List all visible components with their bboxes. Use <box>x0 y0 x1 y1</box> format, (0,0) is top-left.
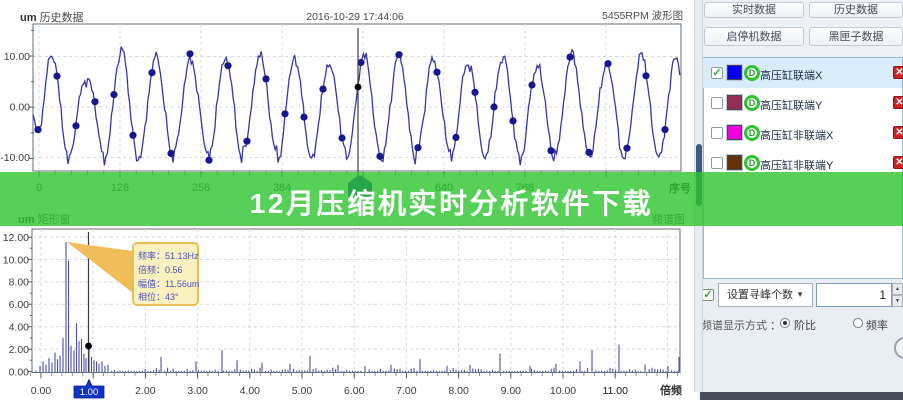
svg-text:相位：43°: 相位：43° <box>138 291 179 302</box>
svg-text:频率：51.13Hz: 频率：51.13Hz <box>138 250 199 261</box>
svg-text:0.00: 0.00 <box>9 366 30 378</box>
svg-text:6.00: 6.00 <box>9 299 30 311</box>
svg-text:0.00: 0.00 <box>10 102 31 114</box>
svg-text:2016-10-29 17:44:06: 2016-10-29 17:44:06 <box>306 11 404 23</box>
svg-text:um 历史数据: um 历史数据 <box>20 10 84 24</box>
svg-text:4.00: 4.00 <box>9 322 30 334</box>
svg-text:1.00: 1.00 <box>80 387 99 398</box>
svg-text:0.00: 0.00 <box>31 385 52 397</box>
svg-text:5455RPM 波形图: 5455RPM 波形图 <box>602 9 683 22</box>
svg-text:6.00: 6.00 <box>344 385 365 397</box>
svg-text:-10.00: -10.00 <box>0 152 30 164</box>
svg-text:11.00: 11.00 <box>602 385 628 397</box>
svg-text:2.00: 2.00 <box>135 385 156 397</box>
svg-text:8.00: 8.00 <box>9 277 30 289</box>
svg-text:4.00: 4.00 <box>240 385 261 397</box>
svg-text:10.00: 10.00 <box>550 385 576 397</box>
svg-text:2.00: 2.00 <box>9 344 30 356</box>
svg-text:9.00: 9.00 <box>501 385 522 397</box>
svg-text:倍频：0.56: 倍频：0.56 <box>138 264 183 275</box>
svg-text:7.00: 7.00 <box>396 385 417 397</box>
svg-text:10.00: 10.00 <box>4 51 30 63</box>
svg-text:5.00: 5.00 <box>292 385 313 397</box>
svg-text:8.00: 8.00 <box>448 385 469 397</box>
svg-text:10.00: 10.00 <box>3 254 29 266</box>
svg-text:3.00: 3.00 <box>187 385 208 397</box>
svg-text:12.00: 12.00 <box>3 232 29 244</box>
svg-text:幅值：11.56um: 幅值：11.56um <box>138 278 199 289</box>
svg-text:倍频: 倍频 <box>660 383 682 397</box>
svg-text:11.00: 11.00 <box>602 385 628 397</box>
